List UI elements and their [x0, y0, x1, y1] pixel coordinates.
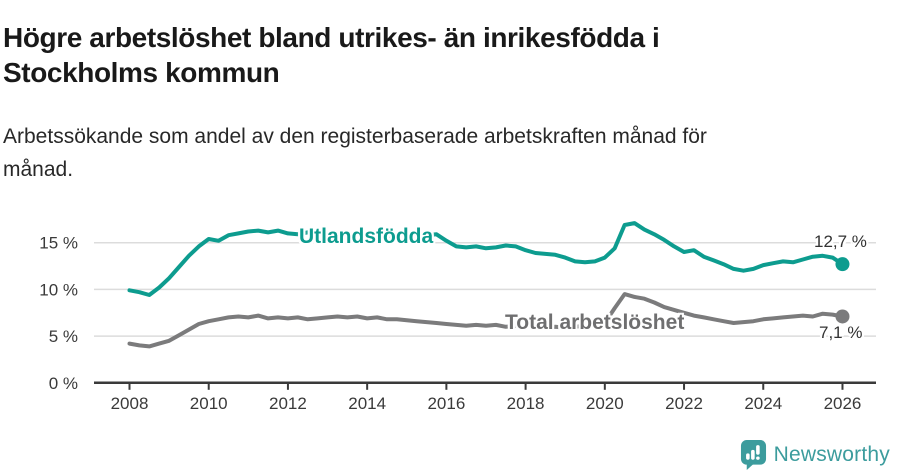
mini-bar-chart-icon: [745, 445, 760, 460]
newsworthy-logo-icon: [740, 440, 766, 470]
newsworthy-logo: Newsworthy: [740, 439, 890, 471]
x-tick-label: 2024: [744, 394, 782, 413]
page-subtitle-line2: månad.: [3, 158, 74, 181]
page-title-line2: Stockholms kommun: [3, 56, 280, 88]
x-tick-label: 2008: [111, 394, 149, 413]
page-title-line1: Högre arbetslöshet bland utrikes- än inr…: [3, 21, 660, 53]
x-tick-label: 2014: [348, 394, 386, 413]
series-line-utlandsfodda: [127, 221, 845, 297]
page-subtitle: Arbetssökande som andel av den registerb…: [3, 120, 863, 186]
page-title: Högre arbetslöshet bland utrikes- än inr…: [3, 20, 803, 90]
x-tick-label: 2012: [269, 394, 307, 413]
series-label-total-arbetsloshet: Total arbetslöshet: [505, 311, 685, 334]
y-tick-label: 0 %: [49, 374, 78, 393]
y-tick-label: 5 %: [49, 327, 78, 346]
x-tick-label: 2018: [507, 394, 545, 413]
x-tick-label: 2016: [427, 394, 465, 413]
x-tick-label: 2010: [190, 394, 228, 413]
x-tick-label: 2026: [824, 394, 862, 413]
y-tick-label: 15 %: [39, 234, 78, 253]
series-line-total-arbetsloshet: [127, 292, 845, 349]
page-subtitle-line1: Arbetssökande som andel av den registerb…: [3, 125, 707, 148]
end-value-label-utlandsfodda: 12,7 %: [814, 232, 867, 251]
series-end-dot-total-arbetsloshet: [835, 309, 850, 324]
newsworthy-logo-text: Newsworthy: [773, 443, 890, 466]
x-tick-label: 2022: [665, 394, 703, 413]
x-tick-label: 2020: [586, 394, 624, 413]
end-value-label-total-arbetsloshet: 7,1 %: [819, 323, 863, 342]
y-tick-label: 10 %: [39, 280, 78, 299]
series-end-dot-utlandsfodda: [835, 257, 850, 272]
series-label-utlandsfodda: Utlandsfödda: [299, 225, 434, 248]
